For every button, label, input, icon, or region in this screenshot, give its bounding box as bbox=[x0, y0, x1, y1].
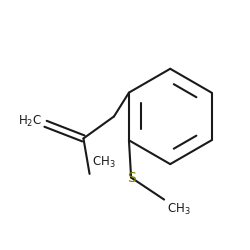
Text: $\mathregular{H_2C}$: $\mathregular{H_2C}$ bbox=[18, 114, 42, 129]
Text: $\mathregular{CH_3}$: $\mathregular{CH_3}$ bbox=[166, 202, 190, 217]
Text: $\mathregular{CH_3}$: $\mathregular{CH_3}$ bbox=[92, 155, 116, 170]
Text: S: S bbox=[127, 170, 136, 184]
